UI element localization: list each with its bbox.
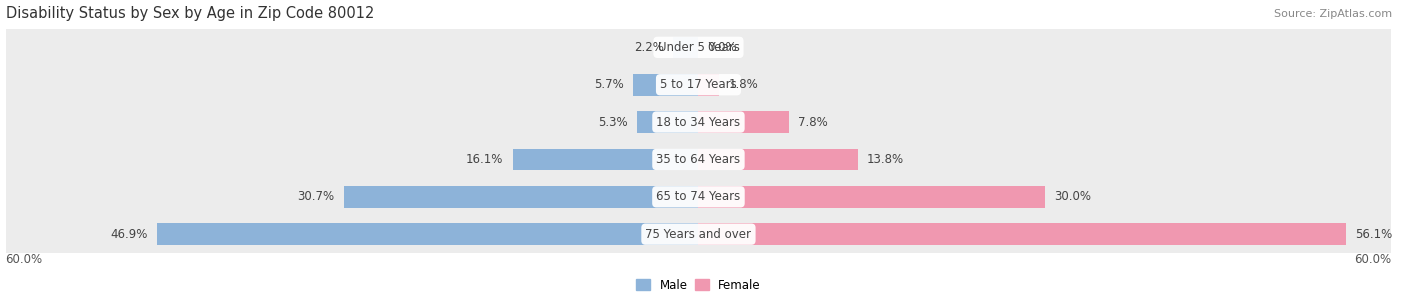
Bar — [673, 36, 699, 58]
Text: 60.0%: 60.0% — [1354, 253, 1392, 266]
Bar — [6, 216, 1392, 253]
Text: 5 to 17 Years: 5 to 17 Years — [659, 78, 737, 91]
Bar — [633, 74, 699, 95]
Text: 0.0%: 0.0% — [707, 41, 737, 54]
Bar — [6, 66, 1392, 103]
Text: Under 5 Years: Under 5 Years — [658, 41, 740, 54]
Text: 60.0%: 60.0% — [6, 253, 42, 266]
Text: 30.7%: 30.7% — [298, 190, 335, 203]
Text: 2.2%: 2.2% — [634, 41, 664, 54]
Bar — [699, 149, 858, 170]
Bar — [6, 141, 1392, 178]
Bar — [344, 186, 699, 208]
Text: 1.8%: 1.8% — [728, 78, 758, 91]
Text: 13.8%: 13.8% — [868, 153, 904, 166]
Legend: Male, Female: Male, Female — [631, 274, 766, 296]
Bar — [6, 103, 1392, 141]
Text: 5.7%: 5.7% — [593, 78, 623, 91]
Text: 46.9%: 46.9% — [110, 228, 148, 241]
Text: 5.3%: 5.3% — [599, 116, 628, 129]
Text: Source: ZipAtlas.com: Source: ZipAtlas.com — [1274, 9, 1392, 19]
Bar — [699, 186, 1045, 208]
Text: 56.1%: 56.1% — [1355, 228, 1393, 241]
Text: 16.1%: 16.1% — [465, 153, 503, 166]
Bar — [6, 178, 1392, 216]
Text: 30.0%: 30.0% — [1054, 190, 1091, 203]
Text: 75 Years and over: 75 Years and over — [645, 228, 751, 241]
Bar — [699, 223, 1347, 245]
Bar — [699, 111, 789, 133]
Bar — [513, 149, 699, 170]
Bar — [157, 223, 699, 245]
Text: 35 to 64 Years: 35 to 64 Years — [657, 153, 741, 166]
Text: 7.8%: 7.8% — [797, 116, 828, 129]
Text: Disability Status by Sex by Age in Zip Code 80012: Disability Status by Sex by Age in Zip C… — [6, 5, 374, 21]
Bar — [699, 74, 720, 95]
Text: 65 to 74 Years: 65 to 74 Years — [657, 190, 741, 203]
Bar — [637, 111, 699, 133]
Text: 18 to 34 Years: 18 to 34 Years — [657, 116, 741, 129]
Bar — [6, 29, 1392, 66]
